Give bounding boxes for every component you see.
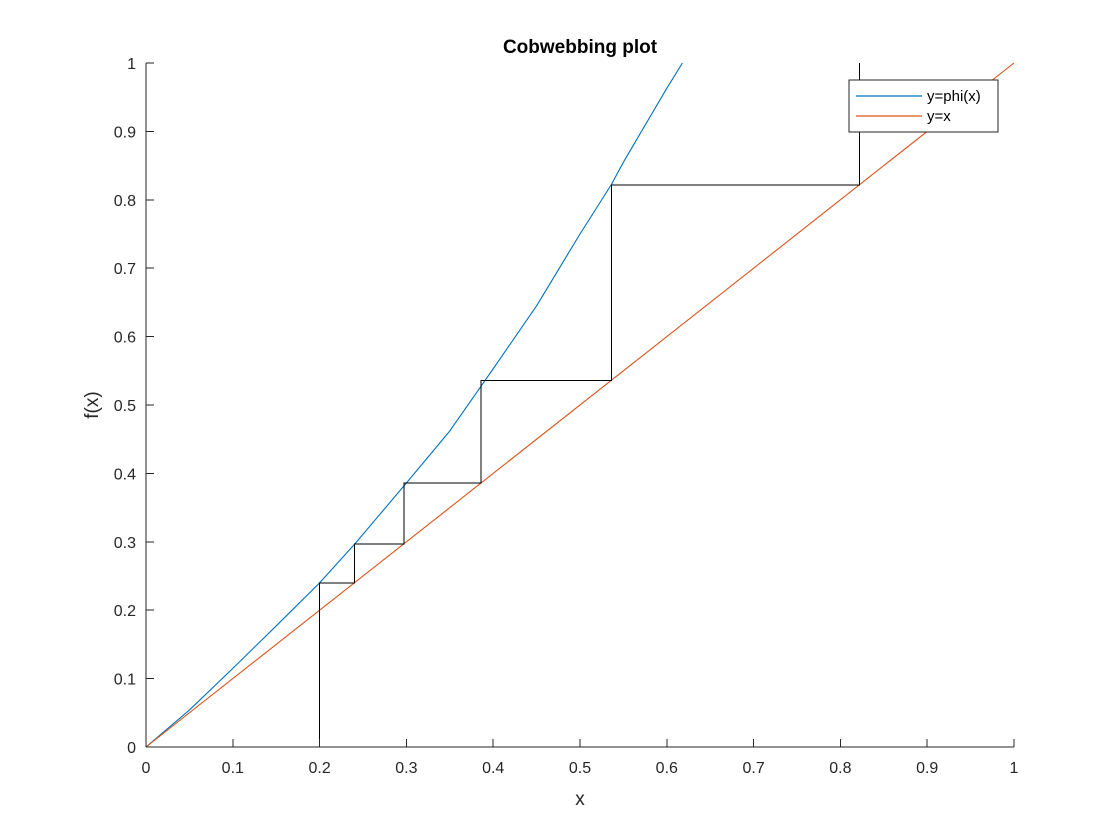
x-tick-label: 0.4 xyxy=(482,760,504,777)
x-tick-label: 0.7 xyxy=(742,760,764,777)
x-tick-label: 0 xyxy=(142,760,151,777)
y-tick-label: 0.8 xyxy=(114,193,136,210)
y-tick-label: 0 xyxy=(127,740,136,757)
x-tick-label: 0.6 xyxy=(656,760,678,777)
y-axis-label: f(x) xyxy=(82,391,103,418)
legend-box xyxy=(848,79,999,133)
chart-title: Cobwebbing plot xyxy=(503,37,658,58)
series-line-1 xyxy=(145,62,1015,748)
series-line-0 xyxy=(145,62,683,748)
y-tick-label: 0.3 xyxy=(114,535,136,552)
x-tick-label: 0.8 xyxy=(829,760,851,777)
y-tick-label: 0.7 xyxy=(114,261,136,278)
legend-label-1: y=x xyxy=(927,108,951,125)
y-tick-label: 0.9 xyxy=(114,124,136,141)
x-tick-label: 1 xyxy=(1010,760,1019,777)
y-tick-label: 0.2 xyxy=(114,603,136,620)
cobweb-path xyxy=(319,63,860,747)
x-tick-label: 0.1 xyxy=(222,760,244,777)
x-tick-label: 0.3 xyxy=(395,760,417,777)
x-tick-label: 0.5 xyxy=(569,760,591,777)
y-tick-label: 0.5 xyxy=(114,398,136,415)
legend-label-0: y=phi(x) xyxy=(927,88,981,105)
y-tick-label: 0.6 xyxy=(114,330,136,347)
x-tick-label: 0.2 xyxy=(308,760,330,777)
series-layer xyxy=(145,62,1015,748)
tick-labels: 0 0.1 0.2 0.3 0.4 0.5 0.6 0.7 0.8 0.9 1 0 0.1 0.2 0.3 0… xyxy=(114,56,1019,777)
y-tick-label: 0.1 xyxy=(114,672,136,689)
y-tick-label: 1 xyxy=(127,56,136,73)
legend: y=phi(x) y=x xyxy=(848,79,999,133)
x-axis-label: x xyxy=(575,789,585,810)
x-tick-label: 0.9 xyxy=(916,760,938,777)
y-tick-label: 0.4 xyxy=(114,466,136,483)
